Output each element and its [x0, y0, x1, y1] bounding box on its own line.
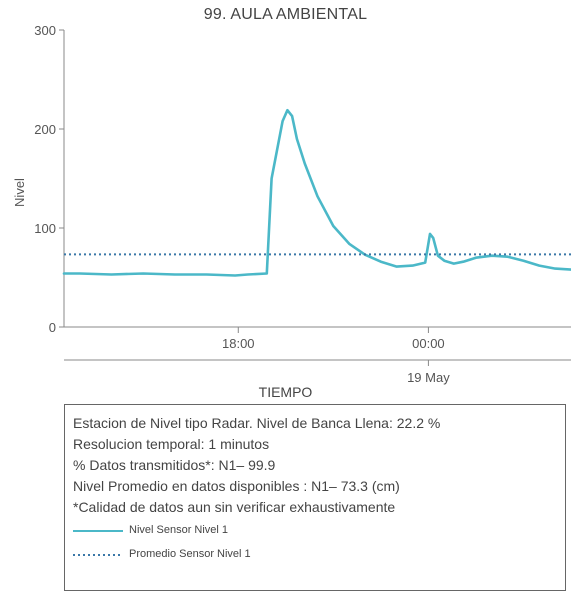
- info-line: Estacion de Nivel tipo Radar. Nivel de B…: [73, 415, 441, 431]
- legend-swatch-solid: [73, 530, 123, 532]
- info-line: Nivel Promedio en datos disponibles : N1…: [73, 478, 400, 494]
- x-axis-label: TIEMPO: [258, 384, 313, 400]
- legend-item-dotted: Promedio Sensor Nivel 1: [73, 542, 557, 566]
- x-tick-label: 00:00: [412, 336, 445, 351]
- y-tick-label: 300: [34, 23, 56, 38]
- legend-label: Nivel Sensor Nivel 1: [129, 524, 229, 536]
- info-line: Resolucion temporal: 1 minutos: [73, 436, 270, 452]
- y-tick-label: 0: [49, 320, 56, 335]
- y-tick-label: 100: [34, 221, 56, 236]
- date-tick-label: 19 May: [407, 370, 450, 385]
- series-group: [62, 108, 571, 277]
- legend-label: Promedio Sensor Nivel 1: [129, 548, 251, 560]
- chart-title: 99. AULA AMBIENTAL: [203, 6, 368, 23]
- y-tick-label: 200: [34, 122, 56, 137]
- chart-plot: 0 100 200 300 18:00 00:00 19 May: [34, 23, 571, 385]
- level-series-line: [62, 108, 571, 277]
- info-box: Estacion de Nivel tipo Radar. Nivel de B…: [64, 404, 566, 591]
- legend-swatch-dotted: [73, 554, 123, 556]
- legend-item-solid: Nivel Sensor Nivel 1: [73, 518, 557, 542]
- info-line: *Calidad de datos aun sin verificar exha…: [73, 499, 396, 515]
- x-tick-label: 18:00: [222, 336, 255, 351]
- info-line: % Datos transmitidos*: N1– 99.9: [73, 457, 276, 473]
- axes-group: 0 100 200 300 18:00 00:00 19 May: [34, 23, 571, 385]
